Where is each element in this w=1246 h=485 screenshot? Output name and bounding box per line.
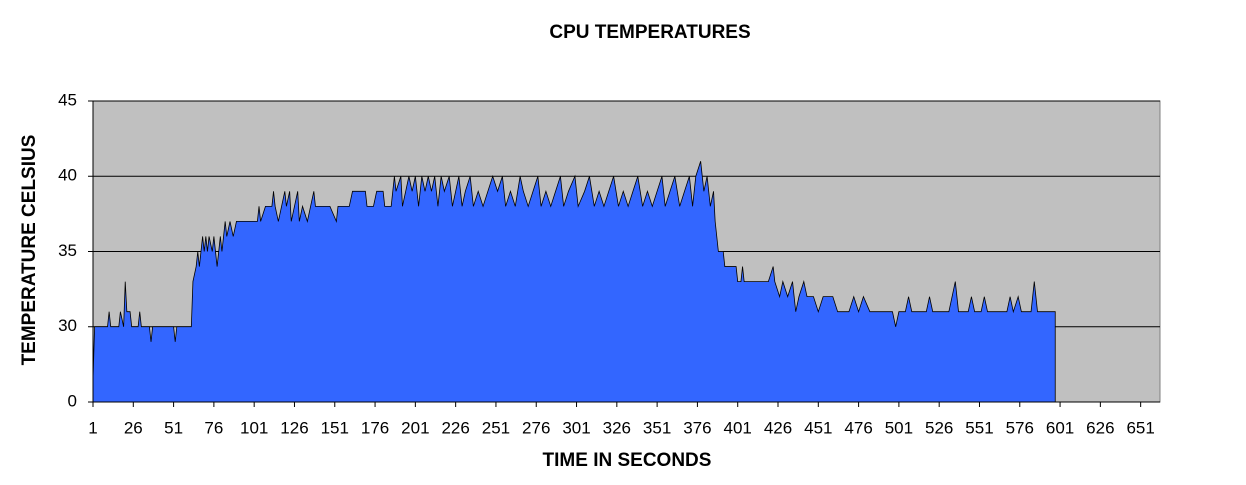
x-tick-label: 201: [401, 418, 429, 437]
x-tick-label: 476: [844, 418, 872, 437]
x-tick-label: 151: [321, 418, 349, 437]
y-axis-label: TEMPERATURE CELSIUS: [19, 135, 40, 366]
x-tick-label: 51: [164, 418, 183, 437]
x-tick-label: 1: [88, 418, 97, 437]
x-tick-label: 251: [482, 418, 510, 437]
x-tick-label: 76: [204, 418, 223, 437]
y-tick-label: 35: [58, 241, 77, 260]
x-axis-label: TIME IN SECONDS: [543, 450, 712, 471]
x-tick-label: 176: [361, 418, 389, 437]
x-tick-label: 576: [1006, 418, 1034, 437]
x-tick-label: 651: [1126, 418, 1154, 437]
x-tick-label: 426: [764, 418, 792, 437]
x-tick-label: 626: [1086, 418, 1114, 437]
x-tick-label: 376: [683, 418, 711, 437]
y-tick-label: 45: [58, 90, 77, 109]
x-tick-label: 601: [1046, 418, 1074, 437]
x-tick-label: 226: [441, 418, 469, 437]
y-tick-label: 0: [68, 391, 77, 410]
x-tick-label: 276: [522, 418, 550, 437]
x-tick-label: 126: [280, 418, 308, 437]
x-tick-label: 501: [885, 418, 913, 437]
x-tick-label: 401: [724, 418, 752, 437]
x-tick-label: 351: [643, 418, 671, 437]
x-tick-label: 451: [804, 418, 832, 437]
x-tick-label: 101: [240, 418, 268, 437]
y-tick-label: 30: [58, 316, 77, 335]
x-tick-label: 526: [925, 418, 953, 437]
x-tick-label: 551: [965, 418, 993, 437]
x-tick-label: 301: [562, 418, 590, 437]
y-tick-label: 40: [58, 166, 77, 185]
area: [92, 161, 1056, 403]
x-tick-label: 26: [124, 418, 143, 437]
x-tick-label: 326: [603, 418, 631, 437]
chart-title: CPU TEMPERATURES: [549, 22, 750, 43]
